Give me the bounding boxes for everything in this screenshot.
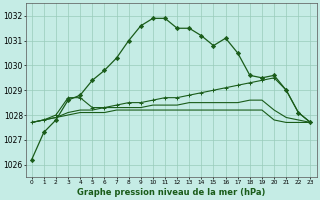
X-axis label: Graphe pression niveau de la mer (hPa): Graphe pression niveau de la mer (hPa) bbox=[77, 188, 265, 197]
